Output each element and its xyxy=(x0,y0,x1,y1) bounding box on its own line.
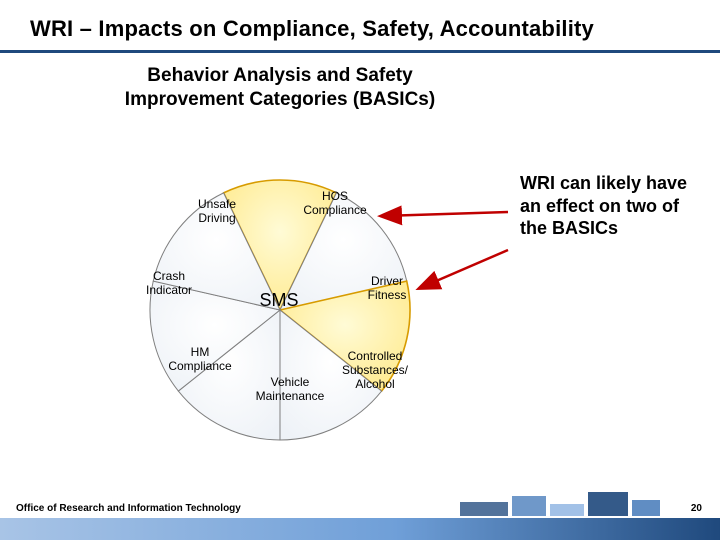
page-number: 20 xyxy=(691,503,702,514)
side-callout: WRI can likely have an effect on two of … xyxy=(520,172,700,240)
footer-bar xyxy=(0,518,720,540)
footer-text: Office of Research and Information Techn… xyxy=(16,503,241,514)
footer-decor xyxy=(460,492,660,518)
slide-title: WRI – Impacts on Compliance, Safety, Acc… xyxy=(30,16,690,42)
slide-subtitle: Behavior Analysis and Safety Improvement… xyxy=(120,64,440,112)
pie-chart: HOSComplianceDriverFitnessControlledSubs… xyxy=(140,170,420,450)
sms-center-label: SMS xyxy=(254,290,304,311)
title-rule xyxy=(0,50,720,53)
slide: WRI – Impacts on Compliance, Safety, Acc… xyxy=(0,0,720,540)
callout-arrow xyxy=(420,250,508,288)
